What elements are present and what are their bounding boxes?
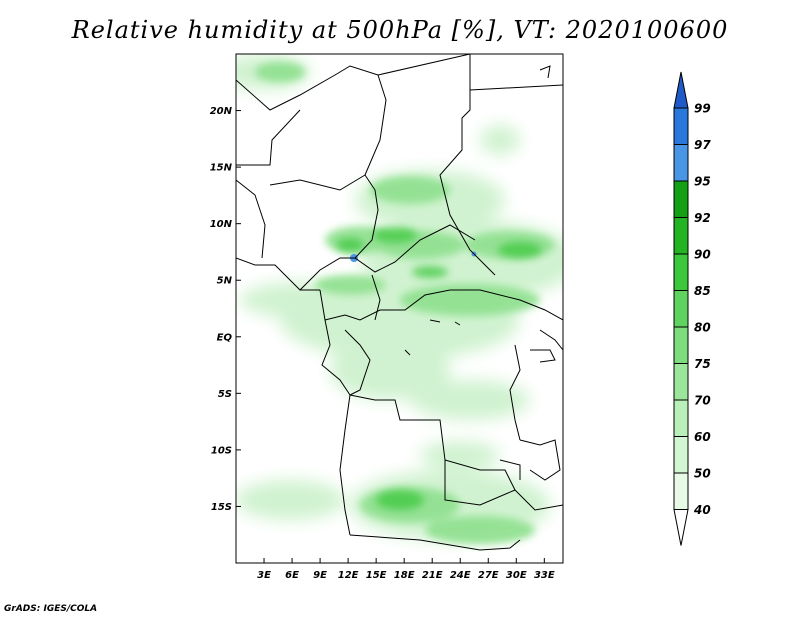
colorbar-bin	[673, 217, 689, 255]
colorbar-label: 80	[694, 321, 711, 335]
colorbar: 40 50 60 70 75 80 85 90 92 95 97 99	[673, 71, 711, 546]
colorbar-bin	[673, 436, 689, 474]
lon-label: 30E	[506, 570, 527, 581]
lon-label: 15E	[366, 570, 387, 581]
colorbar-bin	[673, 363, 689, 401]
colorbar-label: 90	[694, 248, 711, 262]
colorbar-bin	[673, 472, 689, 510]
colorbar-label: 95	[694, 175, 711, 189]
lat-label: 5N	[217, 276, 233, 287]
colorbar-label: 75	[694, 357, 711, 371]
lon-label: 27E	[478, 570, 499, 581]
lat-label: 15N	[210, 163, 233, 174]
longitude-axis: 3E 6E 9E 12E 15E 18E 21E 24E 27E 30E 33E	[257, 558, 555, 581]
colorbar-label: 70	[694, 394, 711, 408]
lon-label: 6E	[285, 570, 299, 581]
humidity-field	[236, 54, 563, 544]
lon-label: 3E	[257, 570, 271, 581]
lon-label: 24E	[450, 570, 471, 581]
colorbar-label: 85	[694, 284, 711, 298]
lat-label: 20N	[210, 106, 233, 117]
lat-label: EQ	[217, 332, 233, 343]
colorbar-label: 60	[694, 430, 711, 444]
lon-label: 21E	[422, 570, 443, 581]
colorbar-label: 92	[694, 211, 711, 225]
colorbar-label: 40	[693, 503, 711, 517]
colorbar-bin	[673, 180, 689, 218]
colorbar-bin	[673, 71, 689, 109]
lat-label: 5S	[218, 389, 232, 400]
colorbar-label: 50	[694, 467, 711, 481]
lon-label: 18E	[394, 570, 415, 581]
credit-label: GrADS: IGES/COLA	[4, 604, 98, 614]
lat-label: 15S	[211, 502, 232, 513]
colorbar-bin	[673, 253, 689, 291]
latitude-axis: 20N 15N 10N 5N EQ 5S 10S 15S	[210, 106, 241, 513]
colorbar-bin	[673, 290, 689, 328]
chart-title: Relative humidity at 500hPa [%], VT: 202…	[71, 16, 729, 44]
country-borders	[236, 54, 563, 551]
lon-label: 9E	[313, 570, 327, 581]
lat-label: 10S	[211, 445, 232, 456]
colorbar-bin	[673, 326, 689, 364]
colorbar-bin	[673, 107, 689, 145]
map-frame	[235, 53, 564, 564]
colorbar-label: 97	[694, 138, 711, 152]
colorbar-bin	[673, 144, 689, 182]
lon-label: 12E	[338, 570, 359, 581]
colorbar-label: 99	[694, 102, 711, 116]
lat-label: 10N	[210, 219, 233, 230]
colorbar-bin	[673, 509, 689, 546]
colorbar-bin	[673, 399, 689, 437]
lon-label: 33E	[534, 570, 555, 581]
